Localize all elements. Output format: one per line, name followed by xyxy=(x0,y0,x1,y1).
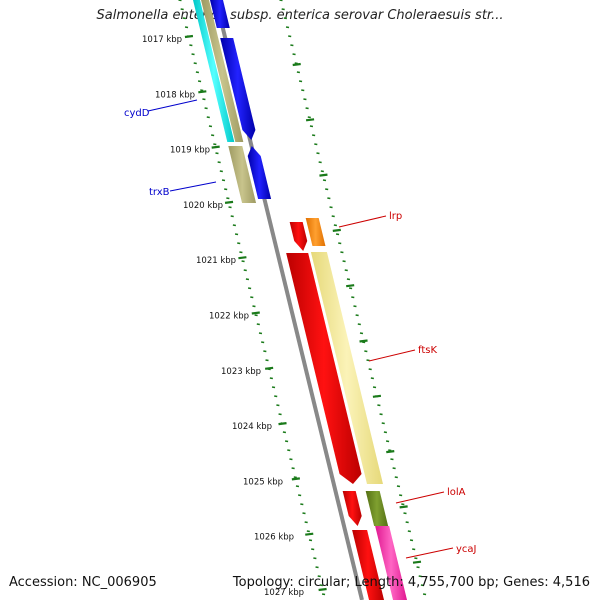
gene-label-cydD[interactable]: cydD xyxy=(124,99,198,119)
tick-rails xyxy=(178,0,427,596)
kbp-tick-label: 1019 kbp xyxy=(170,146,210,156)
svg-text:ycaJ: ycaJ xyxy=(456,544,477,555)
inner-tick-rail xyxy=(279,0,427,596)
svg-text:cydD: cydD xyxy=(124,108,150,119)
cds-orange-lrp[interactable] xyxy=(305,218,326,246)
cds-blue-block-top[interactable] xyxy=(210,0,230,28)
kbp-tick-label: 1027 kbp xyxy=(264,588,304,598)
feature-track xyxy=(193,0,408,600)
gene-label-ycaJ[interactable]: ycaJ xyxy=(405,544,477,559)
cds-blue-trxB[interactable] xyxy=(247,146,272,199)
kbp-tick-label: 1020 kbp xyxy=(183,201,223,211)
cds-red-lolA[interactable] xyxy=(342,491,362,526)
kbp-tick-label: 1025 kbp xyxy=(243,477,283,487)
cds-khaki-block-top[interactable] xyxy=(201,0,244,142)
accession-text: Accession: NC_006905 xyxy=(9,575,157,590)
cds-magenta-ycaJ[interactable] xyxy=(375,526,408,600)
topology-text: Topology: circular; Length: 4,755,700 bp… xyxy=(232,575,590,590)
svg-text:trxB: trxB xyxy=(149,187,170,198)
svg-text:lrp: lrp xyxy=(389,211,402,222)
svg-text:ftsK: ftsK xyxy=(418,345,437,356)
cds-olive-lolA[interactable] xyxy=(365,491,389,526)
kbp-tick-label: 1017 kbp xyxy=(142,35,182,45)
kbp-tick-label: 1024 kbp xyxy=(232,422,272,432)
cds-red-lrp[interactable] xyxy=(289,222,308,251)
gene-label-lrp[interactable]: lrp xyxy=(338,211,402,228)
svg-text:lolA: lolA xyxy=(447,487,466,498)
cds-yellow-ftsK[interactable] xyxy=(310,252,383,484)
cds-blue-cydD[interactable] xyxy=(220,38,256,140)
gene-label-trxB[interactable]: trxB xyxy=(149,181,217,198)
cds-cyan-block[interactable] xyxy=(193,0,235,142)
gene-label-ftsK[interactable]: ftsK xyxy=(368,345,437,362)
outer-tick-rail xyxy=(178,0,327,596)
kbp-ruler: 1017 kbp 1018 kbp 1019 kbp 1020 kbp 1021 kbp… xyxy=(142,35,304,598)
gene-label-lolA[interactable]: lolA xyxy=(395,487,466,504)
kbp-tick-label: 1026 kbp xyxy=(254,533,294,543)
cds-red-ycaJ[interactable] xyxy=(352,530,385,600)
kbp-tick-label: 1021 kbp xyxy=(196,256,236,266)
cds-red-ftsK[interactable] xyxy=(286,253,362,484)
kbp-tick-label: 1022 kbp xyxy=(209,312,249,322)
cds-khaki-trxB[interactable] xyxy=(228,146,257,203)
kbp-tick-label: 1023 kbp xyxy=(221,367,261,377)
kbp-tick-label: 1018 kbp xyxy=(155,90,195,100)
